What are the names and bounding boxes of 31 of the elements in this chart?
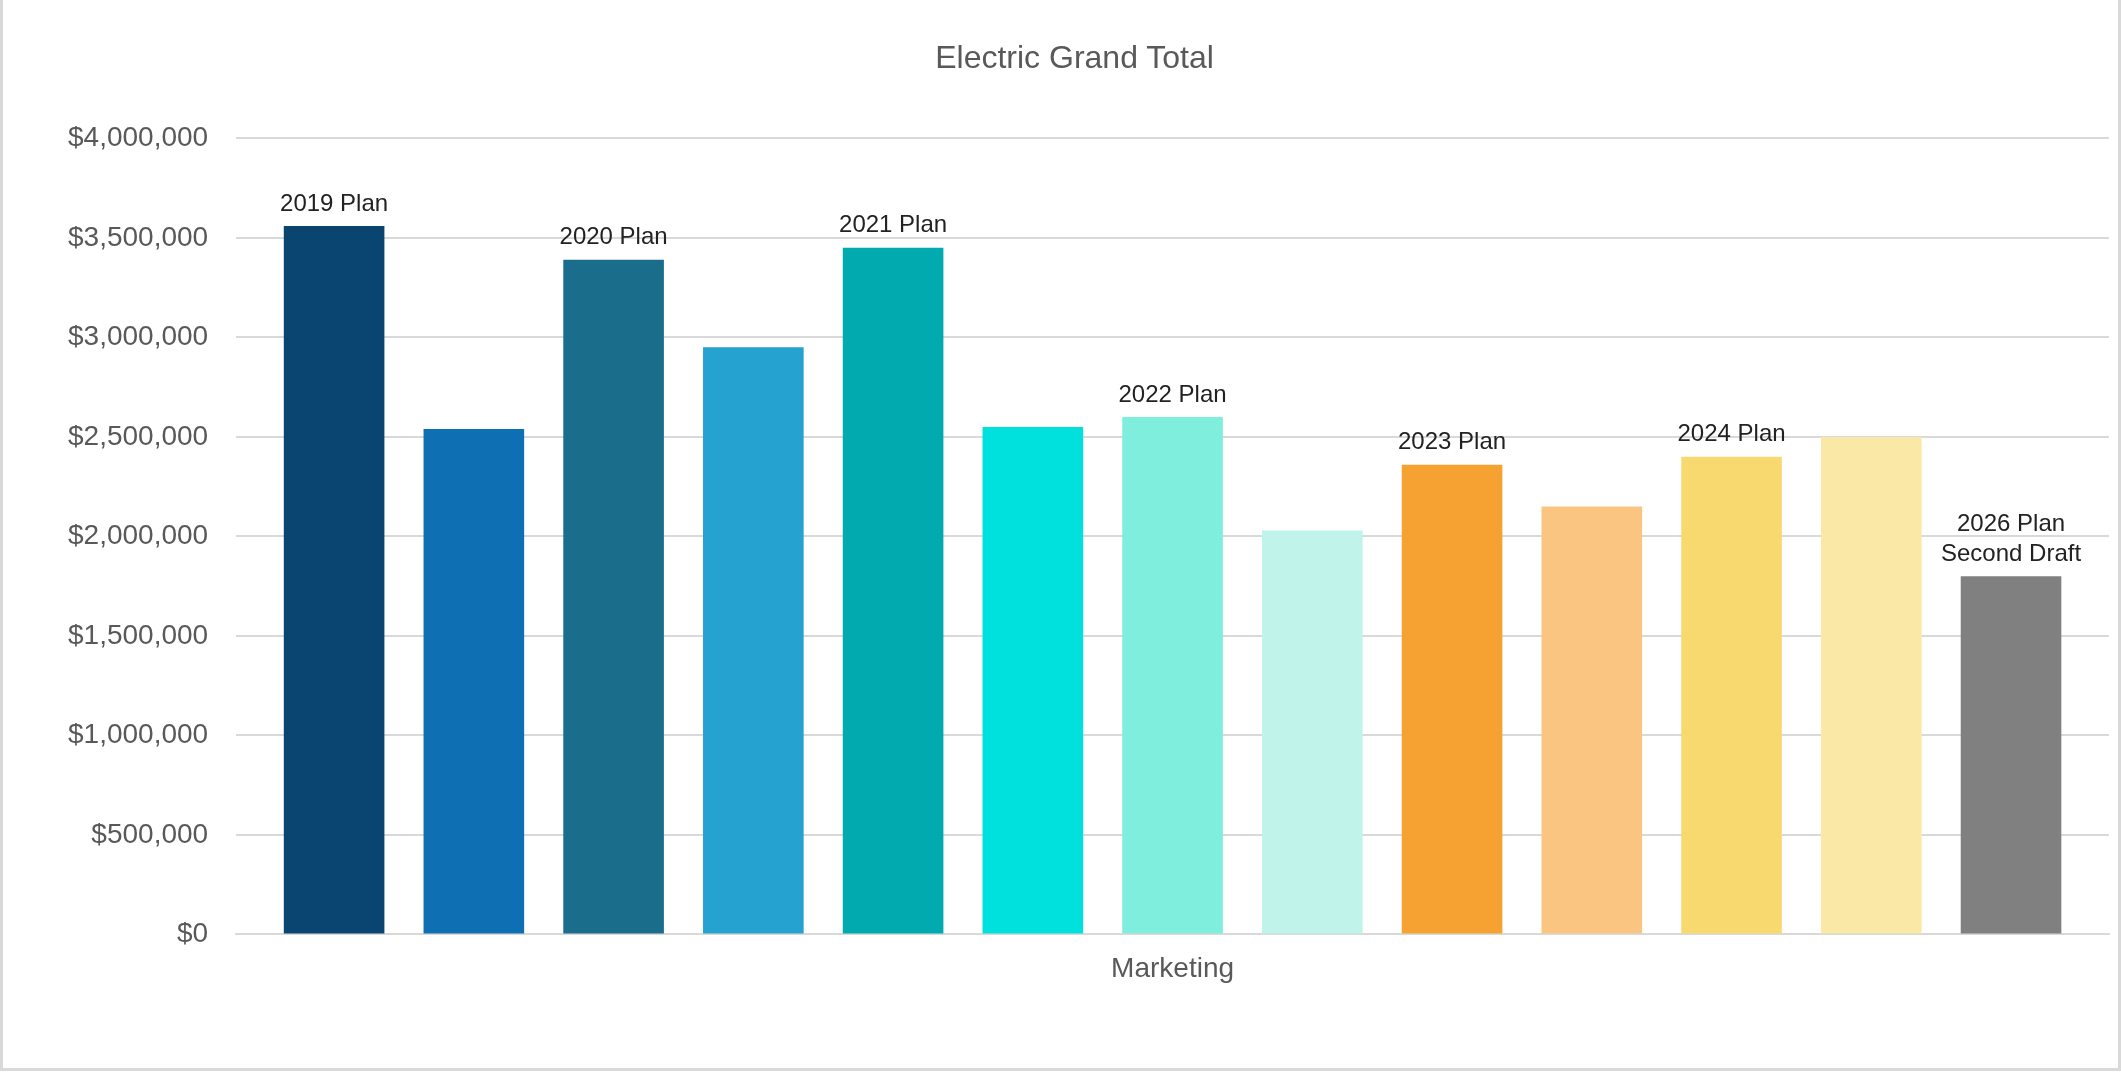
y-tick-label: $4,000,000 [68,121,209,153]
bar [563,259,664,934]
bar [1820,436,1922,934]
chart-title: Electric Grand Total [935,39,1214,76]
bar [1122,417,1223,934]
series-label: 2021 Plan [839,210,948,238]
series-label: 2020 Plan [559,222,668,250]
y-tick-label: $0 [176,917,209,949]
series-label: 2019 Plan [280,188,389,216]
series-label: 2023 Plan [1398,427,1507,455]
x-tick-label: Marketing [1111,951,1235,983]
bar [703,347,804,934]
bar [842,247,944,934]
y-tick-label: $2,000,000 [68,519,209,551]
y-tick-label: $1,000,000 [68,718,209,750]
bar [1541,506,1643,934]
bar [283,225,385,934]
series-label: 2024 Plan [1677,419,1786,447]
y-tick-label: $3,000,000 [68,320,209,352]
bar [1401,464,1503,934]
bar [423,428,525,934]
bar [982,426,1084,934]
y-tick-label: $1,500,000 [68,618,209,650]
y-tick-label: $500,000 [91,817,209,849]
bar [1262,530,1363,934]
series-label: 2026 Plan Second Draft [1941,508,2082,566]
y-tick-label: $2,500,000 [68,419,209,451]
y-tick-label: $3,500,000 [68,220,209,252]
bar [1681,456,1782,934]
bar [1960,576,2062,934]
series-label: 2022 Plan [1118,379,1227,407]
